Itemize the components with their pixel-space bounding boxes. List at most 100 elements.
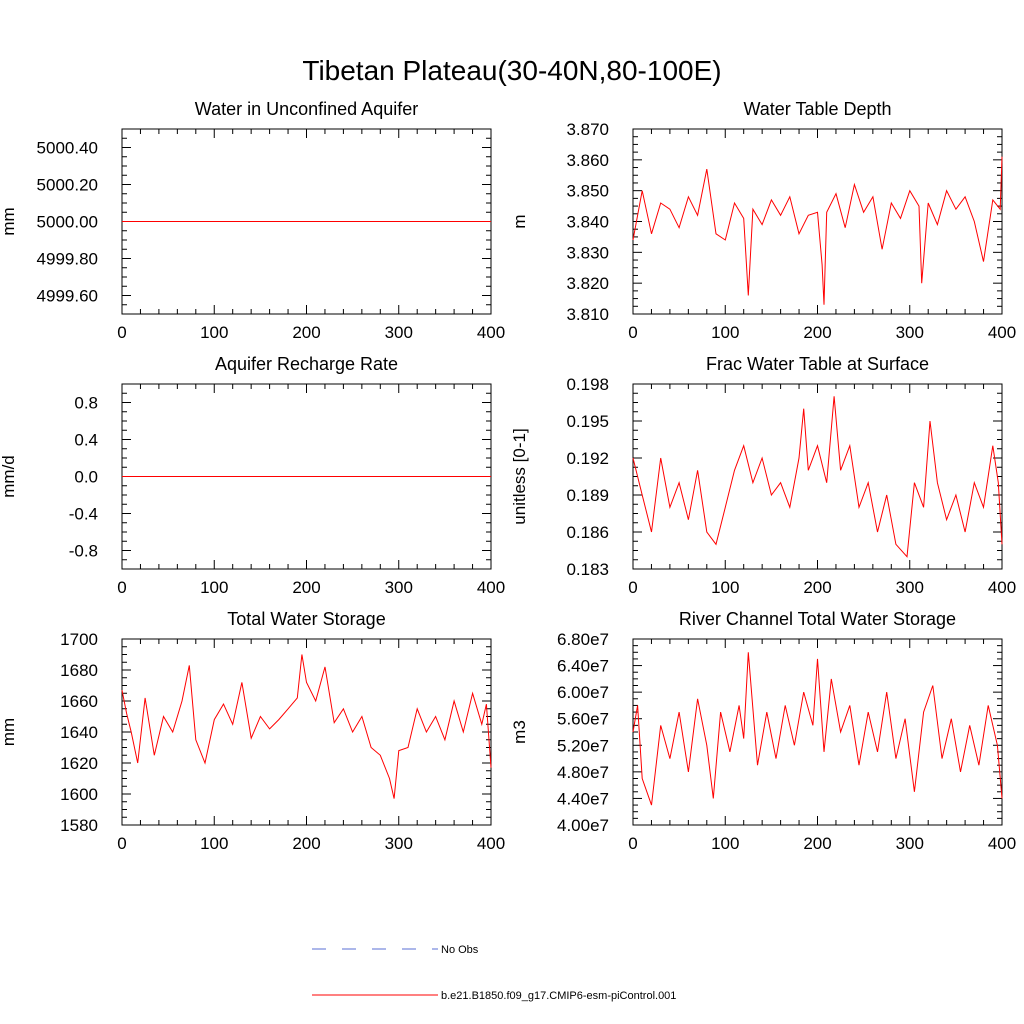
x-tick-label: 0 [628, 578, 637, 597]
panel-1: Water in Unconfined Aquifer mm 0 100 200 300 4… [0, 99, 505, 342]
y-tick-label: 0.195 [566, 412, 609, 431]
x-tick-label: 200 [803, 323, 831, 342]
y-tick-label: 0.186 [566, 523, 609, 542]
plot-frame [121, 638, 492, 826]
series-line [632, 396, 1003, 558]
x-tick-label: 100 [200, 834, 228, 853]
x-tick-label: 200 [292, 578, 320, 597]
y-tick-label: 6.80e7 [557, 630, 609, 649]
x-tick-label: 200 [292, 323, 320, 342]
x-tick-label: 300 [896, 578, 924, 597]
legend: No Obs b.e21.B1850.f09_g17.CMIP6-esm-piCo… [312, 944, 676, 1002]
y-axis-label: mm [0, 718, 18, 746]
panel-title: Total Water Storage [227, 609, 385, 629]
legend-label-2: b.e21.B1850.f09_g17.CMIP6-esm-piControl.… [441, 990, 676, 1002]
x-tick-label: 300 [896, 323, 924, 342]
x-tick-label: 300 [385, 323, 413, 342]
panel-title: Water in Unconfined Aquifer [195, 99, 418, 119]
x-tick-label: 0 [628, 323, 637, 342]
x-tick-label: 400 [988, 323, 1016, 342]
x-tick-label: 100 [711, 834, 739, 853]
x-tick-label: 100 [711, 578, 739, 597]
y-tick-label: 0.0 [74, 468, 98, 487]
y-tick-label: 4999.80 [37, 250, 98, 269]
y-tick-label: -0.4 [69, 505, 98, 524]
y-tick-label: 3.820 [566, 274, 609, 293]
y-tick-label: 4999.60 [37, 287, 98, 306]
y-tick-label: 5000.00 [37, 213, 98, 232]
x-tick-label: 100 [200, 578, 228, 597]
panel-2: Water Table Depth m 0 100 200 300 400 3.810 3.82… [510, 99, 1016, 342]
plot-frame [632, 383, 1003, 570]
y-tick-label: 6.40e7 [557, 657, 609, 676]
y-tick-label: 1620 [60, 754, 98, 773]
panel-3: Aquifer Recharge Rate mm/d 0 100 200 300 400 -0… [0, 354, 505, 597]
x-tick-label: 100 [711, 323, 739, 342]
y-tick-label: 3.850 [566, 182, 609, 201]
series-line [121, 654, 492, 799]
x-tick-label: 400 [477, 323, 505, 342]
x-tick-label: 0 [117, 834, 126, 853]
panel-title: River Channel Total Water Storage [679, 609, 956, 629]
panels: Water in Unconfined Aquifer mm 0 100 200 300 4… [0, 99, 1016, 853]
y-tick-label: 5.60e7 [557, 710, 609, 729]
y-tick-label: 0.189 [566, 486, 609, 505]
panel-title: Water Table Depth [743, 99, 891, 119]
x-tick-label: 400 [477, 834, 505, 853]
y-tick-label: 0.8 [74, 394, 98, 413]
x-tick-label: 0 [628, 834, 637, 853]
y-axis-label: mm/d [0, 455, 18, 498]
panel-4: Frac Water Table at Surface unitless [0-1… [510, 354, 1016, 597]
legend-label-1: No Obs [441, 944, 479, 956]
y-tick-label: 1580 [60, 816, 98, 835]
x-tick-label: 400 [477, 578, 505, 597]
y-tick-label: 1600 [60, 785, 98, 804]
x-tick-label: 200 [803, 834, 831, 853]
plot-frame [632, 128, 1003, 315]
y-tick-label: 3.860 [566, 151, 609, 170]
x-tick-label: 300 [385, 834, 413, 853]
y-tick-label: 3.870 [566, 120, 609, 139]
y-tick-label: 6.00e7 [557, 683, 609, 702]
figure-title: Tibetan Plateau(30-40N,80-100E) [302, 55, 721, 86]
panel-title: Aquifer Recharge Rate [215, 354, 398, 374]
y-tick-label: 5000.40 [37, 139, 98, 158]
y-tick-label: 3.810 [566, 305, 609, 324]
x-tick-label: 200 [803, 578, 831, 597]
y-tick-label: 3.840 [566, 213, 609, 232]
x-tick-label: 400 [988, 578, 1016, 597]
y-axis-label: m3 [510, 720, 529, 744]
y-tick-label: 5000.20 [37, 176, 98, 195]
y-tick-label: 3.830 [566, 243, 609, 262]
series-line [632, 652, 1003, 806]
x-tick-label: 0 [117, 578, 126, 597]
x-tick-label: 300 [896, 834, 924, 853]
y-axis-label: unitless [0-1] [510, 428, 529, 524]
y-tick-label: 0.183 [566, 560, 609, 579]
x-tick-label: 0 [117, 323, 126, 342]
y-axis-label: mm [0, 207, 18, 235]
panel-5: Total Water Storage mm 0 100 200 300 400 1580 16… [0, 609, 505, 853]
y-tick-label: 0.192 [566, 449, 609, 468]
x-tick-label: 100 [200, 323, 228, 342]
panel-title: Frac Water Table at Surface [706, 354, 929, 374]
y-tick-label: 1700 [60, 630, 98, 649]
y-tick-label: -0.8 [69, 542, 98, 561]
y-tick-label: 4.00e7 [557, 816, 609, 835]
y-axis-label: m [510, 214, 529, 228]
y-tick-label: 1660 [60, 692, 98, 711]
y-tick-label: 1680 [60, 661, 98, 680]
y-tick-label: 5.20e7 [557, 736, 609, 755]
y-tick-label: 0.4 [74, 431, 98, 450]
y-tick-label: 0.198 [566, 375, 609, 394]
y-tick-label: 4.80e7 [557, 763, 609, 782]
x-tick-label: 200 [292, 834, 320, 853]
y-tick-label: 4.40e7 [557, 789, 609, 808]
x-tick-label: 300 [385, 578, 413, 597]
y-tick-label: 1640 [60, 723, 98, 742]
x-tick-label: 400 [988, 834, 1016, 853]
panel-6: River Channel Total Water Storage m3 0 100 2… [510, 609, 1016, 853]
series-line [632, 156, 1003, 305]
plot-frame [632, 638, 1003, 826]
